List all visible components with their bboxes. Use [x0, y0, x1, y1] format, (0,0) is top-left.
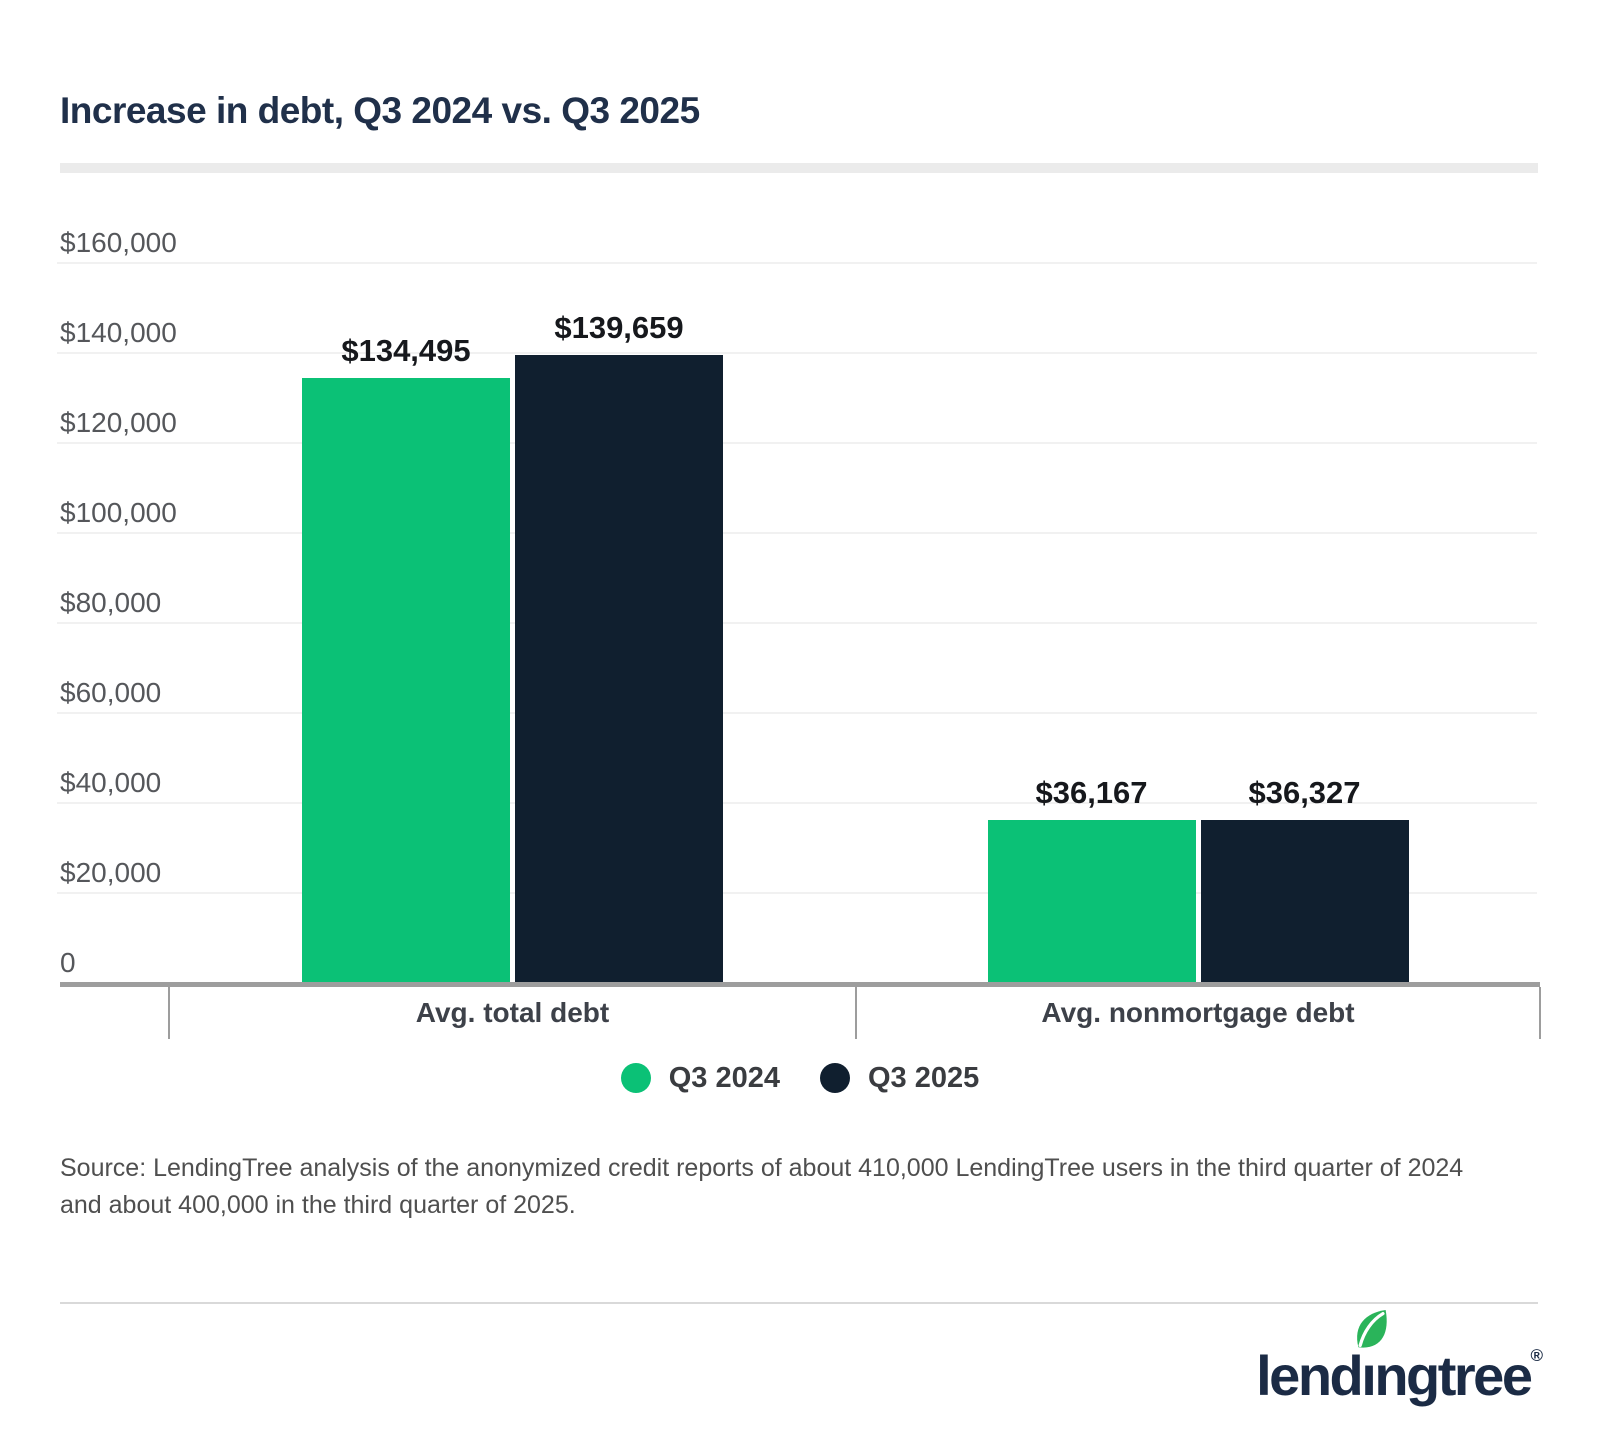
source-attribution: Source: LendingTree analysis of the anon…: [60, 1154, 1464, 1219]
chart-legend: Q3 2024 Q3 2025: [0, 1056, 1600, 1100]
bar-q3-2025-1: [515, 354, 723, 983]
gridline-160000: [57, 262, 1537, 264]
ytick-label-160000: $160,000: [60, 227, 177, 258]
gridline-100000: [57, 532, 1537, 534]
bar-q3-2024-2: [987, 820, 1196, 983]
legend-item-q3-2024: Q3 2024: [620, 1061, 780, 1095]
legend-label-q3-2024: Q3 2024: [668, 1061, 780, 1094]
ytick-label-20000: $20,000: [60, 857, 162, 888]
lendingtree-logo: lendı ngtree®: [1256, 1310, 1543, 1408]
title-underline-band: [60, 163, 1538, 173]
ytick-label-60000: $60,000: [60, 677, 162, 708]
x-axis-tick-1: [855, 987, 857, 1039]
bar-value-label: $36,327: [1248, 774, 1361, 810]
gridline-40000: [57, 802, 1537, 804]
x-axis-tick-2: [1539, 987, 1541, 1039]
ytick-label-80000: $80,000: [60, 587, 162, 618]
legend-dot-q3-2024: [620, 1063, 651, 1093]
legend-item-q3-2025: Q3 2025: [820, 1062, 979, 1095]
bar-chart: $160,000 $140,000 $120,000 $100,000 $80,000 $…: [57, 227, 1541, 1093]
registered-mark: ®: [1530, 1346, 1543, 1365]
leaf-icon: [1357, 1310, 1387, 1348]
lendingtree-wordmark: lendı ngtree®: [1256, 1310, 1543, 1408]
legend-label-q3-2025: Q3 2025: [868, 1061, 980, 1094]
footer-divider: [60, 1302, 1538, 1304]
ytick-label-0: 0: [60, 947, 76, 978]
x-axis-line: [60, 982, 1540, 987]
gridline-140000: [57, 352, 1537, 354]
gridline-60000: [57, 712, 1537, 714]
ytick-label-140000: $140,000: [60, 317, 177, 348]
gridline-120000: [57, 442, 1537, 444]
category-label-1: Avg. total debt: [415, 997, 610, 1028]
chart-title: Increase in debt, Q3 2024 vs. Q3 2025: [60, 90, 700, 131]
category-label-2: Avg. nonmortgage debt: [1041, 997, 1355, 1028]
gridline-20000: [57, 892, 1537, 894]
bar-q3-2025-2: [1200, 819, 1409, 983]
bar-q3-2024-1: [302, 377, 510, 983]
ytick-label-100000: $100,000: [60, 497, 177, 528]
bar-value-label: $139,659: [554, 309, 684, 345]
ytick-label-40000: $40,000: [60, 767, 162, 798]
x-axis-tick-0: [168, 987, 170, 1039]
bar-value-label: $36,167: [1035, 775, 1148, 811]
ytick-label-120000: $120,000: [60, 407, 177, 438]
bar-value-label: $134,495: [341, 332, 471, 368]
legend-dot-q3-2025: [820, 1063, 850, 1093]
gridline-80000: [57, 622, 1537, 624]
